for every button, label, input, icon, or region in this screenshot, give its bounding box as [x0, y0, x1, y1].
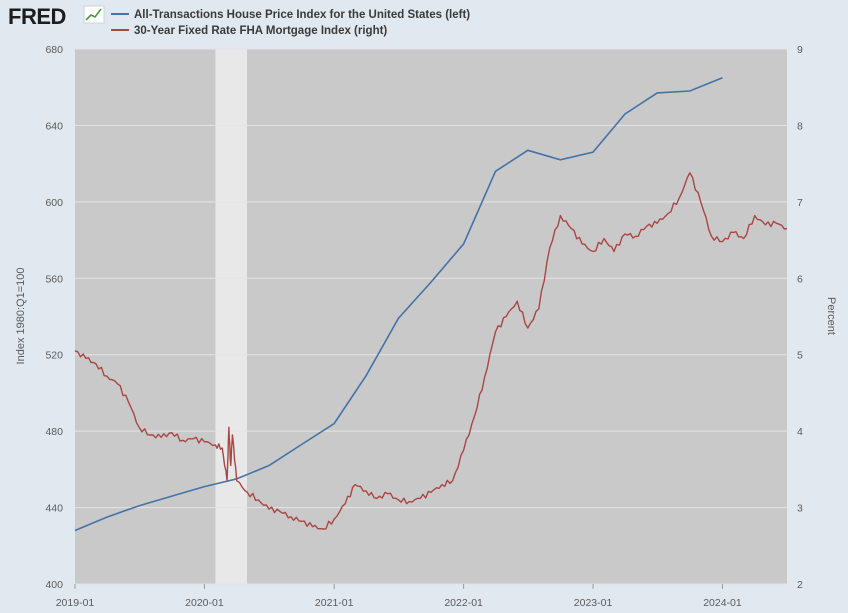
y-tick-right: 7 — [797, 197, 803, 209]
x-tick: 2019-01 — [56, 597, 95, 609]
y-tick-right: 9 — [797, 44, 803, 56]
x-tick: 2021-01 — [315, 597, 354, 609]
legend-label-mortgage: 30-Year Fixed Rate FHA Mortgage Index (r… — [134, 25, 387, 37]
y-tick-left: 480 — [45, 426, 63, 438]
y-tick-left: 520 — [45, 350, 63, 362]
fred-logo-text: FRED — [8, 4, 66, 29]
y-tick-left: 560 — [45, 273, 63, 285]
y-axis-label-left: Index 1980:Q1=100 — [15, 268, 27, 365]
series-layer — [74, 76, 788, 532]
right-axis-ticks: 2 3 4 5 6 7 8 9 — [797, 44, 803, 591]
legend: All-Transactions House Price Index for t… — [111, 9, 470, 37]
y-tick-left: 440 — [45, 503, 63, 515]
x-tick: 2023-01 — [574, 597, 613, 609]
y-tick-left: 400 — [45, 579, 63, 591]
legend-item-mortgage-rate[interactable]: 30-Year Fixed Rate FHA Mortgage Index (r… — [111, 25, 387, 37]
y-tick-right: 6 — [797, 273, 803, 285]
series-line-house-price[interactable] — [74, 76, 723, 532]
plot-area — [75, 49, 787, 584]
y-tick-right: 5 — [797, 350, 803, 362]
x-tick: 2020-01 — [185, 597, 224, 609]
y-tick-right: 4 — [797, 426, 803, 438]
fred-logo-chart-icon — [83, 5, 105, 24]
y-axis-label-right: Percent — [825, 297, 837, 335]
x-tick: 2024-01 — [703, 597, 742, 609]
x-axis-ticks: 2019-01 2020-01 2021-01 2022-01 2023-01 2024-… — [56, 584, 742, 609]
y-tick-right: 8 — [797, 120, 803, 132]
y-tick-left: 600 — [45, 197, 63, 209]
y-tick-left: 640 — [45, 120, 63, 132]
y-tick-right: 2 — [797, 579, 803, 591]
left-axis-ticks: 400 440 480 520 560 600 640 680 — [45, 44, 63, 591]
y-tick-left: 680 — [45, 44, 63, 56]
fred-logo[interactable]: FRED — [8, 4, 105, 29]
legend-item-house-price[interactable]: All-Transactions House Price Index for t… — [111, 9, 470, 21]
series-line-mortgage-rate[interactable] — [74, 172, 788, 530]
gridlines — [75, 48, 787, 585]
x-tick: 2022-01 — [444, 597, 483, 609]
legend-label-house: All-Transactions House Price Index for t… — [134, 9, 470, 21]
recession-shading — [215, 49, 247, 584]
y-tick-right: 3 — [797, 503, 803, 515]
